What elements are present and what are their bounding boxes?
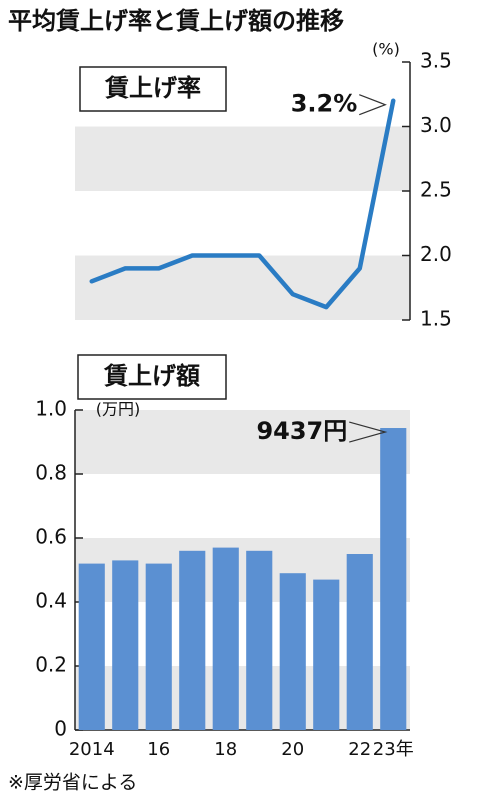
bar — [380, 428, 407, 730]
title: 平均賃上げ率と賃上げ額の推移 — [8, 7, 344, 35]
label-box — [79, 66, 227, 112]
y-tick-label: 1.0 — [35, 397, 67, 421]
unit-label: (万円) — [96, 400, 141, 419]
bar — [145, 563, 172, 730]
leader — [359, 94, 387, 116]
value-label: 9437円 — [256, 417, 347, 445]
grid-band — [75, 410, 410, 474]
line — [89, 98, 396, 310]
y-tick-label: 1.5 — [420, 307, 452, 331]
x-tick-label: 23年 — [373, 739, 414, 760]
bar — [78, 563, 105, 730]
y-tick-label: 3.0 — [420, 113, 452, 137]
y-tick-label: 3.5 — [420, 49, 452, 73]
y-tick-label: 0.4 — [35, 589, 67, 613]
x-tick-label: 16 — [147, 739, 170, 760]
bar — [279, 573, 306, 730]
bar — [179, 550, 206, 730]
bar — [313, 579, 340, 730]
x-tick-label: 18 — [214, 739, 237, 760]
y-tick-label: 0 — [54, 717, 67, 741]
bar — [112, 560, 139, 730]
leader — [349, 421, 388, 443]
chart-label: 賃上げ額 — [103, 362, 200, 390]
unit-label: (%) — [372, 40, 400, 59]
bar — [212, 547, 239, 730]
y-tick-label: 0.6 — [35, 525, 67, 549]
y-tick-label: 2.0 — [420, 242, 452, 266]
x-tick-label: 2014 — [69, 739, 115, 760]
y-tick-label: 0.8 — [35, 461, 67, 485]
y-tick-label: 0.2 — [35, 653, 67, 677]
grid-band — [75, 126, 410, 191]
value-label: 3.2% — [291, 90, 358, 118]
label-box — [77, 354, 227, 400]
bar — [246, 550, 273, 730]
bar — [346, 554, 373, 730]
x-tick-label: 20 — [281, 739, 304, 760]
x-tick-label: 22 — [348, 739, 371, 760]
source: ※厚労省による — [8, 772, 137, 794]
chart-label: 賃上げ率 — [104, 74, 201, 102]
y-tick-label: 2.5 — [420, 178, 452, 202]
